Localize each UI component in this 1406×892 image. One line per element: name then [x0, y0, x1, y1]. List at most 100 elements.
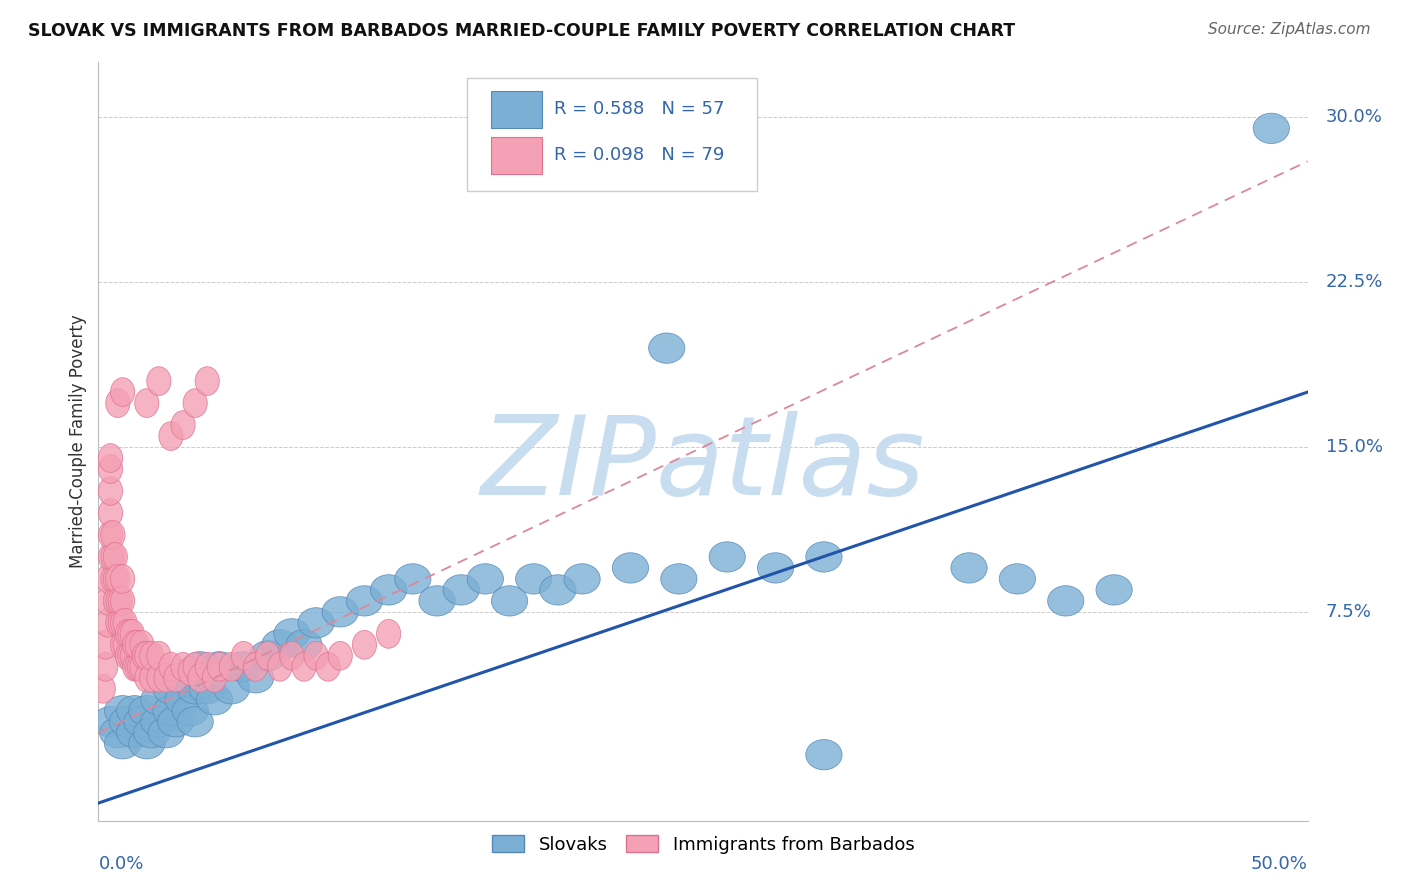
Ellipse shape — [105, 586, 129, 615]
Ellipse shape — [146, 664, 172, 692]
Ellipse shape — [172, 652, 195, 681]
Ellipse shape — [124, 706, 160, 737]
Legend: Slovaks, Immigrants from Barbados: Slovaks, Immigrants from Barbados — [485, 828, 921, 861]
Ellipse shape — [105, 608, 129, 637]
Ellipse shape — [492, 586, 527, 616]
Ellipse shape — [806, 739, 842, 770]
Ellipse shape — [120, 619, 145, 648]
Ellipse shape — [540, 574, 576, 605]
Ellipse shape — [165, 663, 201, 693]
Ellipse shape — [443, 574, 479, 605]
Ellipse shape — [238, 663, 274, 693]
Ellipse shape — [134, 717, 170, 747]
Ellipse shape — [183, 652, 207, 681]
Ellipse shape — [100, 717, 136, 747]
Ellipse shape — [141, 684, 177, 714]
Ellipse shape — [117, 696, 153, 726]
Ellipse shape — [111, 565, 135, 593]
Ellipse shape — [177, 706, 214, 737]
Ellipse shape — [157, 706, 194, 737]
Ellipse shape — [91, 674, 115, 703]
Text: 30.0%: 30.0% — [1326, 109, 1382, 127]
Ellipse shape — [101, 521, 125, 549]
Ellipse shape — [104, 729, 141, 759]
Ellipse shape — [613, 553, 648, 583]
Ellipse shape — [304, 641, 328, 670]
Ellipse shape — [129, 696, 165, 726]
Ellipse shape — [146, 367, 172, 395]
Text: 7.5%: 7.5% — [1326, 603, 1372, 621]
Ellipse shape — [108, 586, 132, 615]
Ellipse shape — [117, 717, 153, 747]
Ellipse shape — [316, 652, 340, 681]
Ellipse shape — [1047, 586, 1084, 616]
Ellipse shape — [148, 717, 184, 747]
Ellipse shape — [98, 499, 122, 527]
Ellipse shape — [118, 619, 142, 648]
Ellipse shape — [262, 630, 298, 660]
Text: 22.5%: 22.5% — [1326, 273, 1384, 291]
Ellipse shape — [298, 607, 335, 638]
Ellipse shape — [172, 410, 195, 440]
Ellipse shape — [285, 630, 322, 660]
Ellipse shape — [103, 542, 128, 571]
Ellipse shape — [564, 564, 600, 594]
Ellipse shape — [125, 652, 149, 681]
Ellipse shape — [153, 696, 190, 726]
Text: R = 0.588   N = 57: R = 0.588 N = 57 — [554, 101, 724, 119]
Text: 50.0%: 50.0% — [1251, 855, 1308, 872]
Ellipse shape — [110, 706, 146, 737]
Ellipse shape — [648, 333, 685, 363]
Text: Source: ZipAtlas.com: Source: ZipAtlas.com — [1208, 22, 1371, 37]
Ellipse shape — [139, 664, 163, 692]
FancyBboxPatch shape — [492, 91, 543, 128]
Ellipse shape — [172, 696, 208, 726]
FancyBboxPatch shape — [492, 136, 543, 174]
Ellipse shape — [94, 631, 118, 659]
Ellipse shape — [118, 641, 142, 670]
Ellipse shape — [129, 631, 155, 659]
Ellipse shape — [96, 565, 120, 593]
Ellipse shape — [188, 664, 212, 692]
Ellipse shape — [419, 586, 456, 616]
FancyBboxPatch shape — [467, 78, 758, 191]
Ellipse shape — [128, 652, 152, 681]
Ellipse shape — [103, 586, 128, 615]
Ellipse shape — [115, 619, 139, 648]
Ellipse shape — [129, 652, 155, 681]
Ellipse shape — [177, 673, 214, 704]
Ellipse shape — [96, 608, 120, 637]
Ellipse shape — [98, 476, 122, 506]
Ellipse shape — [181, 652, 218, 682]
Ellipse shape — [111, 586, 135, 615]
Ellipse shape — [159, 652, 183, 681]
Ellipse shape — [179, 657, 202, 686]
Ellipse shape — [353, 631, 377, 659]
Ellipse shape — [112, 631, 138, 659]
Ellipse shape — [111, 377, 135, 407]
Ellipse shape — [395, 564, 432, 594]
Ellipse shape — [129, 729, 165, 759]
Ellipse shape — [105, 565, 129, 593]
Ellipse shape — [661, 564, 697, 594]
Ellipse shape — [155, 664, 179, 692]
Ellipse shape — [202, 664, 226, 692]
Ellipse shape — [94, 652, 118, 681]
Ellipse shape — [250, 640, 285, 671]
Ellipse shape — [105, 389, 129, 417]
Ellipse shape — [950, 553, 987, 583]
Ellipse shape — [108, 608, 132, 637]
Ellipse shape — [225, 652, 262, 682]
Ellipse shape — [328, 641, 353, 670]
Ellipse shape — [104, 696, 141, 726]
Ellipse shape — [183, 389, 207, 417]
Ellipse shape — [153, 673, 190, 704]
Ellipse shape — [115, 641, 139, 670]
Ellipse shape — [371, 574, 406, 605]
Ellipse shape — [98, 542, 122, 571]
Ellipse shape — [111, 608, 135, 637]
Ellipse shape — [516, 564, 551, 594]
Text: ZIPatlas: ZIPatlas — [481, 411, 925, 517]
Ellipse shape — [101, 565, 125, 593]
Y-axis label: Married-Couple Family Poverty: Married-Couple Family Poverty — [69, 315, 87, 568]
